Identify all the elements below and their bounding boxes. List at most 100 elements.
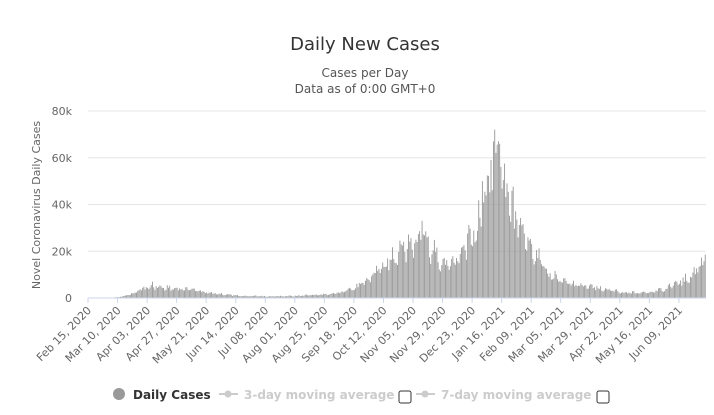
bar-daily-cases (639, 293, 641, 298)
bar-daily-cases (507, 191, 509, 298)
bar-daily-cases (623, 293, 625, 298)
legend-label: 7-day moving average (441, 388, 591, 402)
bar-daily-cases (380, 268, 382, 298)
bar-daily-cases (265, 296, 267, 298)
bar-daily-cases (271, 296, 273, 298)
bar-daily-cases (591, 284, 593, 298)
bar-daily-cases (576, 286, 578, 298)
legend-checkbox[interactable] (398, 390, 412, 404)
bar-daily-cases (481, 181, 483, 298)
bar-daily-cases (416, 242, 418, 298)
bar-daily-cases (601, 290, 603, 298)
bar-daily-cases (187, 290, 189, 298)
bar-daily-cases (490, 159, 492, 298)
bar-daily-cases (689, 276, 691, 298)
bar-daily-cases (454, 264, 456, 298)
bar-daily-cases (272, 296, 274, 298)
bar-daily-cases (666, 288, 668, 298)
bar-daily-cases (432, 250, 434, 298)
bar-daily-cases (309, 295, 311, 298)
bar-daily-cases (383, 266, 385, 298)
bar-daily-cases (628, 292, 630, 298)
bar-daily-cases (431, 254, 433, 298)
bar-daily-cases (669, 283, 670, 298)
bar-daily-cases (329, 294, 331, 298)
bar-daily-cases (502, 180, 504, 298)
bar-daily-cases (622, 291, 624, 298)
bar-daily-cases (661, 291, 663, 298)
bar-daily-cases (438, 269, 440, 298)
bar-daily-cases (361, 282, 363, 298)
y-tick-label: 80k (52, 105, 73, 118)
chart-subtitle: Cases per Day (322, 66, 409, 80)
bar-daily-cases (526, 250, 528, 298)
bar-daily-cases (602, 291, 604, 298)
bar-daily-cases (340, 292, 342, 298)
bar-daily-cases (458, 263, 460, 298)
bar-daily-cases (139, 289, 141, 298)
bar-daily-cases (425, 231, 427, 298)
bar-daily-cases (393, 258, 395, 298)
bar-daily-cases (182, 290, 184, 298)
bar-daily-cases (533, 264, 535, 298)
bar-daily-cases (147, 287, 149, 298)
legend-item-daily-cases[interactable]: Daily Cases (113, 388, 211, 402)
bar-daily-cases (513, 228, 515, 298)
bar-daily-cases (441, 265, 443, 298)
bar-daily-cases (236, 295, 238, 298)
bar-daily-cases (283, 296, 285, 298)
bar-daily-cases (163, 287, 165, 298)
bar-daily-cases (649, 291, 651, 298)
bar-daily-cases (561, 282, 563, 298)
bar-daily-cases (612, 290, 614, 298)
bar-daily-cases (224, 294, 226, 298)
bar-daily-cases (198, 290, 200, 298)
bar-daily-cases (411, 249, 413, 298)
bar-daily-cases (691, 277, 693, 298)
bar-daily-cases (489, 192, 491, 298)
bar-daily-cases (250, 295, 252, 298)
bar-daily-cases (294, 295, 296, 298)
bar-daily-cases (164, 290, 166, 298)
bar-daily-cases (255, 295, 257, 298)
bar-daily-cases (613, 291, 615, 298)
bar-daily-cases (478, 200, 480, 298)
legend-item-7-day-moving-average[interactable]: 7-day moving average (416, 388, 591, 402)
bar-daily-cases (646, 292, 648, 298)
bar-daily-cases (579, 285, 581, 298)
bar-daily-cases (569, 283, 571, 298)
bar-daily-cases (344, 291, 345, 298)
bar-daily-cases (467, 233, 469, 298)
bar-daily-cases (300, 295, 302, 298)
y-axis-label: Novel Coronavirus Daily Cases (30, 121, 43, 289)
bar-daily-cases (461, 247, 462, 298)
bar-daily-cases (560, 282, 562, 298)
bar-daily-cases (289, 295, 291, 298)
y-tick-label: 0 (65, 292, 72, 305)
bar-daily-cases (542, 266, 544, 298)
bar-daily-cases (256, 296, 258, 298)
bar-daily-cases (554, 271, 556, 298)
bar-daily-cases (528, 240, 530, 298)
bar-daily-cases (319, 294, 321, 298)
bar-daily-cases (575, 284, 577, 298)
bar-daily-cases (124, 295, 126, 298)
legend-item-3-day-moving-average[interactable]: 3-day moving average (219, 388, 394, 402)
bar-daily-cases (278, 296, 280, 298)
bar-daily-cases (485, 195, 487, 298)
bars (95, 129, 706, 298)
bar-daily-cases (362, 282, 364, 298)
bar-daily-cases (395, 263, 397, 298)
bar-daily-cases (384, 267, 386, 298)
bar-daily-cases (650, 291, 652, 298)
bar-daily-cases (541, 264, 542, 298)
bar-daily-cases (433, 239, 435, 298)
legend-checkbox[interactable] (596, 390, 610, 404)
bar-daily-cases (427, 236, 429, 298)
bar-daily-cases (516, 219, 518, 298)
bar-daily-cases (656, 291, 658, 298)
bar-daily-cases (497, 141, 499, 298)
bar-daily-cases (291, 296, 293, 298)
bar-daily-cases (246, 296, 248, 298)
bar-daily-cases (328, 294, 329, 298)
